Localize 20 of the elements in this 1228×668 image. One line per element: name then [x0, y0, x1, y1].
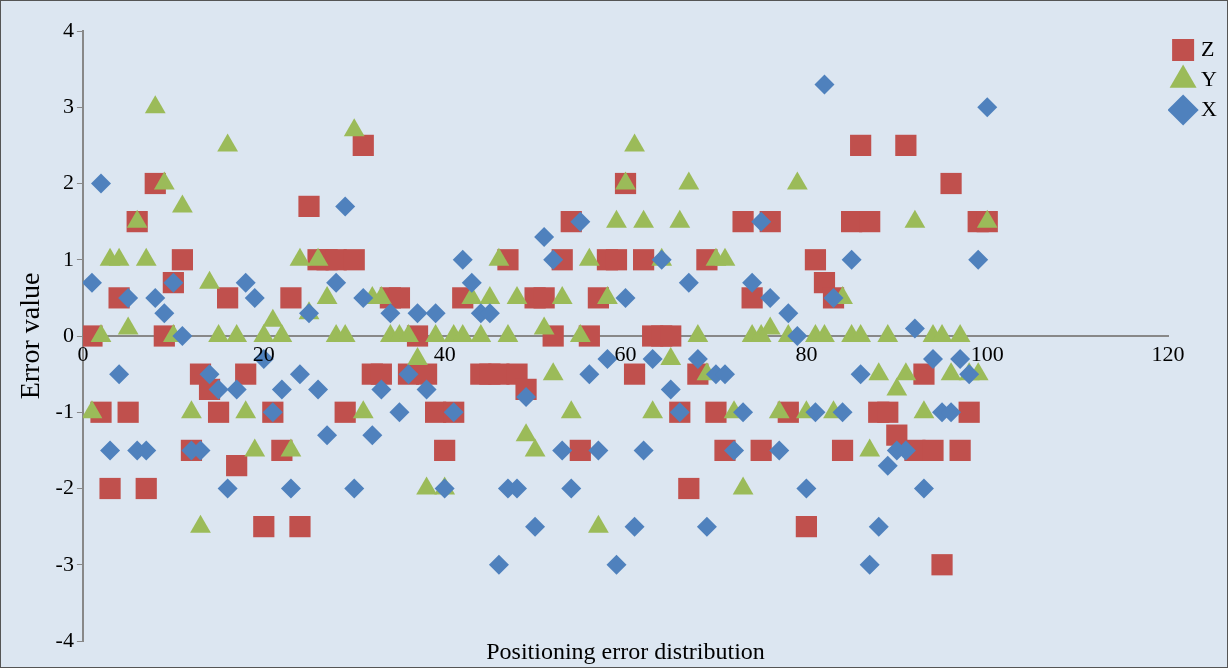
y-tick-label: 2 — [62, 169, 74, 195]
y-tick-label: 4 — [62, 16, 74, 42]
y-tick-label: 3 — [62, 93, 74, 119]
y-tick-label: -2 — [55, 474, 74, 500]
x-tick-label: 40 — [433, 340, 456, 366]
y-tick-label: -3 — [55, 550, 74, 576]
x-axis-title: Positioning error distribution — [486, 638, 765, 665]
legend-label: Z — [1201, 35, 1215, 61]
y-axis-title: Error value — [14, 272, 46, 400]
legend-label: X — [1201, 95, 1218, 121]
x-tick-label: 60 — [614, 340, 637, 366]
x-tick-label: 80 — [795, 340, 818, 366]
y-tick-label: -1 — [55, 398, 74, 424]
y-tick-label: 1 — [62, 245, 74, 271]
y-tick-label: 0 — [62, 321, 74, 347]
y-tick-label: -4 — [55, 626, 74, 652]
x-tick-label: 100 — [970, 340, 1004, 366]
legend-label: Y — [1201, 65, 1218, 91]
x-tick-label: 120 — [1151, 340, 1185, 366]
x-tick-label: 20 — [252, 340, 275, 366]
